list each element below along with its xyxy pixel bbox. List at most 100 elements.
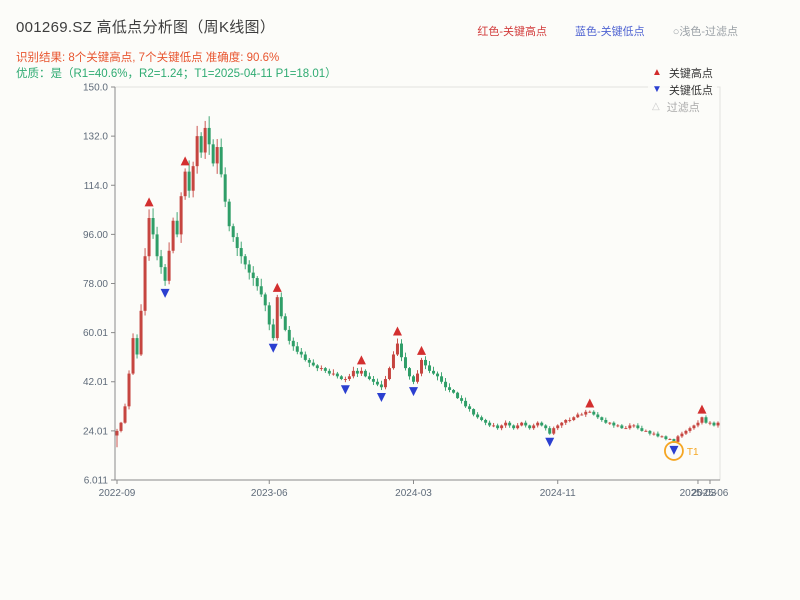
candle-body [456, 392, 460, 399]
candle-body [135, 338, 139, 355]
candle-body [247, 264, 251, 273]
candle-body [187, 171, 191, 191]
x-tick-label: 2023-06 [251, 488, 288, 499]
candle-body [440, 376, 444, 382]
candle-body [432, 370, 436, 374]
candle-body [556, 425, 560, 429]
key-low-marker [340, 385, 350, 395]
candle-body [688, 428, 692, 431]
candle-body [704, 417, 708, 423]
candle-body [147, 218, 151, 257]
candle-body [508, 422, 512, 426]
y-tick-label: 96.00 [83, 230, 108, 241]
candle-body [548, 428, 552, 434]
candle-body [700, 417, 704, 423]
candle-body [299, 351, 303, 355]
candle-body [263, 294, 267, 306]
candle-body [496, 425, 500, 429]
candle-body [279, 297, 283, 317]
candle-body [500, 425, 504, 429]
candle-body [119, 422, 123, 431]
candle-body [383, 379, 387, 388]
candle-body [407, 368, 411, 377]
candle-body [512, 425, 516, 429]
candle-body [179, 196, 183, 235]
candle-body [199, 136, 203, 153]
candle-body [652, 433, 656, 435]
key-high-marker [144, 197, 154, 207]
candle-body [608, 422, 612, 424]
x-tick-label: 2022-09 [99, 488, 136, 499]
candle-body [363, 370, 367, 377]
candle-body [283, 316, 287, 330]
key-low-marker [408, 387, 418, 397]
candle-body [351, 370, 355, 377]
legend-filter-label: 过滤点 [666, 101, 700, 114]
candle-body [311, 362, 315, 366]
candle-body [536, 422, 540, 426]
candle-body [159, 256, 163, 268]
candle-body [327, 370, 331, 374]
candle-body [155, 234, 159, 257]
key-low-triangle-icon: ▼ [652, 83, 662, 95]
candle-body [528, 425, 532, 429]
candle-body [167, 250, 171, 281]
legend-key-high-label: 关键高点 [668, 67, 713, 80]
candle-body [452, 389, 456, 393]
candle-body [375, 381, 379, 385]
candle-body [239, 248, 243, 257]
candle-body [143, 256, 147, 311]
candle-body [243, 256, 247, 265]
candle-body [436, 373, 440, 377]
candle-body [628, 425, 632, 429]
legend-item-filter: △ 过滤点 [652, 98, 713, 115]
candle-body [207, 127, 211, 145]
candle-body [323, 368, 327, 371]
candle-body [580, 414, 584, 416]
candle-body [504, 422, 508, 426]
y-tick-label: 78.00 [83, 279, 108, 290]
key-high-marker [585, 398, 595, 408]
candle-body [183, 171, 187, 197]
candle-body [604, 419, 608, 423]
candle-body [343, 379, 347, 380]
key-low-marker [160, 288, 170, 298]
candle-body [319, 368, 323, 370]
candle-body [464, 400, 468, 407]
page-title: 001269.SZ 高低点分析图（周K线图） [16, 19, 276, 36]
y-tick-label: 132.0 [83, 132, 108, 143]
header-legend-filter-label: ○浅色-过滤点 [672, 26, 738, 38]
quality-summary-text: 优质：是（R1=40.6%，R2=1.24；T1=2025-04-11 P1=1… [16, 68, 337, 80]
candle-body [476, 414, 480, 418]
t1-annotation-circle [664, 441, 684, 461]
candle-body [331, 373, 335, 375]
candle-body [692, 425, 696, 429]
x-tick-label: 2025-03 [680, 488, 717, 499]
candle-body [399, 343, 403, 358]
candle-body [259, 286, 263, 295]
candle-body [275, 297, 279, 339]
candle-body [612, 422, 616, 426]
candle-body [664, 436, 668, 440]
candle-body [171, 220, 175, 251]
candle-body [552, 428, 556, 434]
candle-body [524, 422, 528, 426]
candle-body [387, 368, 391, 380]
candle-body [295, 346, 299, 352]
candle-body [191, 166, 195, 191]
candle-body [123, 406, 127, 423]
candle-body [231, 226, 235, 238]
candle-body [532, 425, 536, 429]
candle-body [251, 272, 255, 279]
y-tick-label: 150.0 [83, 83, 108, 94]
candle-body [255, 278, 259, 287]
y-tick-label: 24.01 [83, 426, 108, 437]
candle-body [367, 376, 371, 380]
candle-body [484, 419, 488, 423]
candle-body [371, 379, 375, 382]
candle-body [660, 436, 664, 438]
candle-body [420, 359, 424, 374]
candle-body [115, 430, 119, 436]
candle-body [287, 329, 291, 341]
